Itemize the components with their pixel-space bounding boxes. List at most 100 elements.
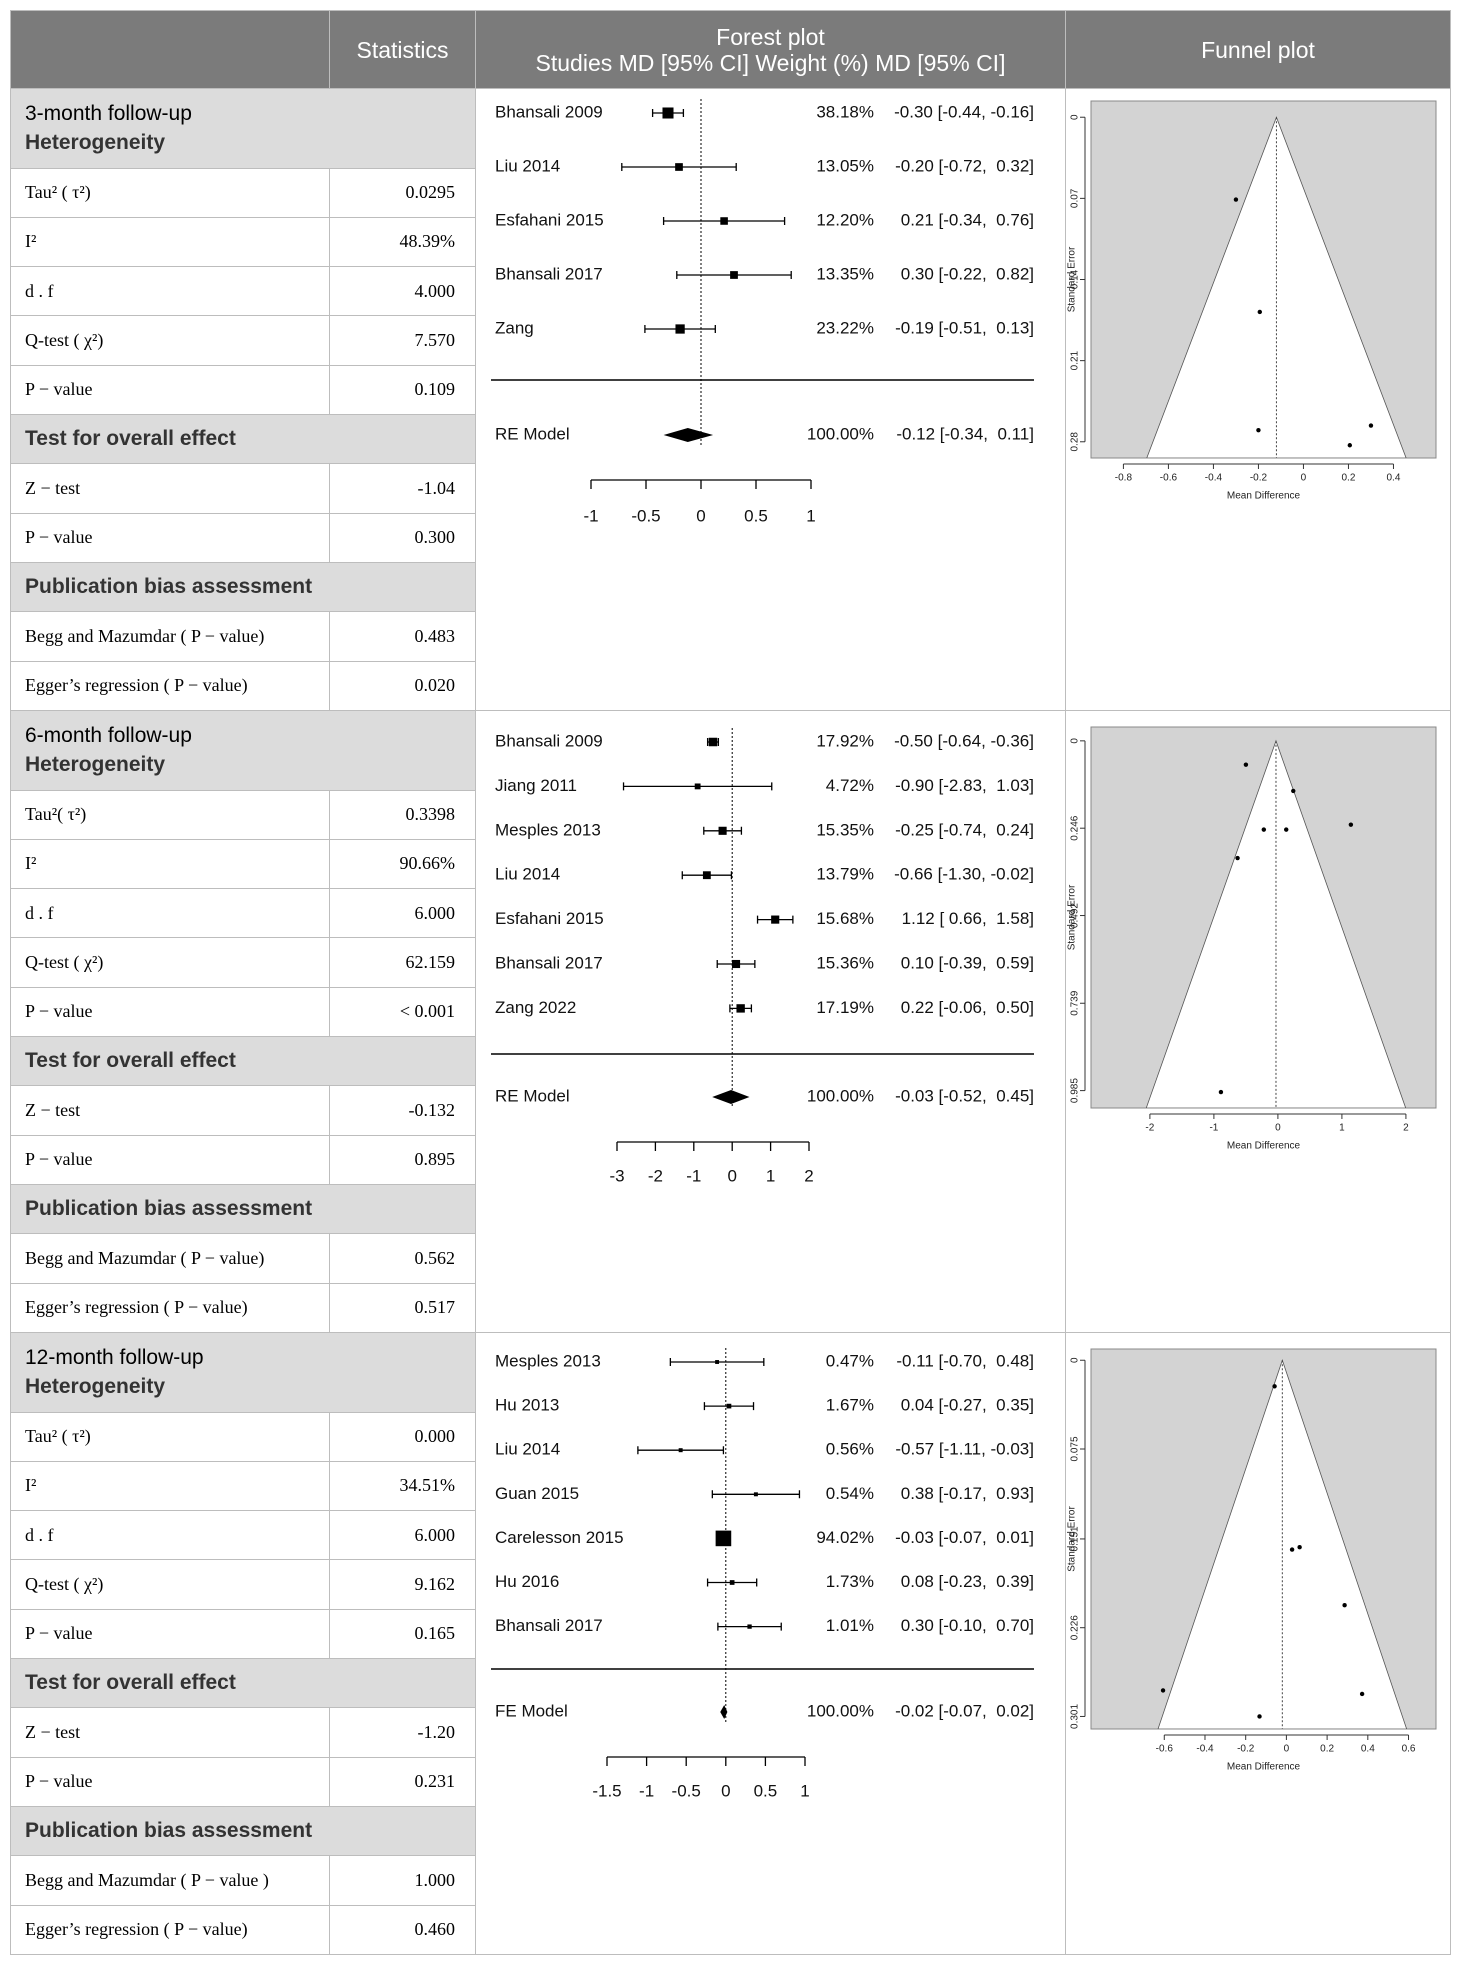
- stat-row: Q-test ( χ²) 7.570: [10, 315, 1451, 366]
- pooled-weight: 100.00%: [807, 424, 874, 443]
- study-estimate: -0.57 [-1.11, -0.03]: [895, 1440, 1034, 1459]
- funnel-x-tick-label: 0.4: [1361, 1744, 1375, 1755]
- stat-row: Test for overall effect: [10, 414, 1451, 465]
- study-name: Bhansali 2009: [495, 731, 603, 750]
- funnel-plot: -0.6 -0.4 -0.2 0 0.2 0.4 0.6 0 0.075 0.151 0.226 0.…: [1067, 1348, 1437, 1773]
- follow-up-title: 3-month follow-up: [25, 102, 192, 126]
- stat-label: Q-test ( χ²): [10, 315, 330, 366]
- study-weight: 0.47%: [826, 1351, 874, 1370]
- effect-square: [730, 271, 738, 279]
- stat-value: -0.132: [329, 1085, 476, 1136]
- study-name: Esfahani 2015: [495, 210, 604, 229]
- study-name: Bhansali 2017: [495, 1616, 603, 1635]
- effect-square: [726, 1403, 732, 1409]
- funnel-x-tick-label: 0.2: [1320, 1744, 1334, 1755]
- section-heading: Publication bias assessment: [10, 561, 476, 613]
- section-title: 6-month follow-up Heterogeneity: [10, 710, 476, 791]
- funnel-x-tick-label: 0: [1284, 1744, 1290, 1755]
- study-point: [1297, 1545, 1302, 1550]
- study-weight: 17.19%: [816, 998, 874, 1017]
- stat-value: 0.109: [329, 364, 476, 416]
- study-name: Carelesson 2015: [495, 1528, 624, 1547]
- study-weight: 13.79%: [816, 865, 874, 884]
- stat-row: Egger’s regression ( P − value) 0.517: [10, 1282, 1451, 1334]
- study-estimate: 0.10 [-0.39, 0.59]: [901, 953, 1034, 972]
- funnel-plot: -0.8 -0.6 -0.4 -0.2 0 0.2 0.4 0 0.07 0.14 0.21 0.28…: [1067, 100, 1437, 502]
- stat-row: d . f 6.000: [10, 888, 1451, 939]
- stat-row: Test for overall effect: [10, 1036, 1451, 1087]
- funnel-plot: -2 -1 0 1 2 0 0.246 0.492 0.739 0.985 Mean Differe…: [1067, 726, 1437, 1152]
- effect-square: [731, 959, 741, 969]
- funnel-x-tick-label: 0: [1275, 1123, 1281, 1134]
- effect-square: [720, 217, 728, 225]
- study-weight: 13.35%: [816, 264, 874, 283]
- study-point: [1342, 1603, 1347, 1608]
- study-point: [1368, 423, 1374, 428]
- stat-row: Tau² ( τ²) 0.000: [10, 1411, 1451, 1462]
- header-blank: [10, 10, 330, 89]
- funnel-y-tick-label: 0.151: [1070, 1526, 1081, 1551]
- stat-row: P − value 0.300: [10, 512, 1451, 564]
- stat-label: d . f: [10, 266, 330, 317]
- funnel-x-tick-label: 0: [1301, 473, 1307, 484]
- study-weight: 15.68%: [816, 909, 874, 928]
- effect-square: [702, 871, 711, 880]
- study-estimate: -0.90 [-2.83, 1.03]: [895, 776, 1034, 795]
- pooled-name: FE Model: [495, 1701, 568, 1720]
- study-point: [1347, 443, 1353, 448]
- study-point: [1257, 309, 1262, 315]
- study-point: [1218, 1089, 1224, 1095]
- section-title: 12-month follow-up Heterogeneity: [10, 1332, 476, 1413]
- stat-label: Tau² ( τ²): [10, 167, 330, 218]
- stat-label: I²: [10, 838, 330, 890]
- stat-value: 0.020: [329, 660, 476, 712]
- effect-square: [675, 324, 685, 334]
- funnel-y-tick-label: 0: [1070, 738, 1081, 744]
- x-tick-label: -3: [609, 1166, 624, 1185]
- study-weight: 1.01%: [826, 1616, 874, 1635]
- study-estimate: 0.21 [-0.34, 0.76]: [901, 210, 1034, 229]
- forest-cell: Bhansali 2009 17.92% -0.50 [-0.64, -0.36] J…: [475, 710, 1066, 1333]
- section-heading: Publication bias assessment: [10, 1805, 476, 1857]
- stat-value: 0.895: [329, 1134, 476, 1186]
- study-name: Guan 2015: [495, 1484, 579, 1503]
- forest-cell: Mesples 2013 0.47% -0.11 [-0.70, 0.48] Hu 2…: [475, 1332, 1066, 1955]
- stat-value: 0.000: [329, 1411, 476, 1462]
- forest-title: Forest plot: [716, 23, 825, 50]
- stat-label: P − value: [10, 512, 330, 564]
- funnel-y-tick-label: 0.075: [1070, 1436, 1081, 1461]
- effect-square: [675, 163, 683, 171]
- stat-label: Egger’s regression ( P − value): [10, 660, 330, 712]
- stat-value: -1.04: [329, 463, 476, 514]
- study-estimate: 1.12 [ 0.66, 1.58]: [902, 909, 1034, 928]
- x-tick-label: -2: [648, 1166, 663, 1185]
- funnel-y-tick-label: 0.492: [1070, 903, 1081, 928]
- stat-row: I² 48.39%: [10, 216, 1451, 268]
- x-tick-label: 1: [766, 1166, 775, 1185]
- study-name: Bhansali 2017: [495, 953, 603, 972]
- stat-label: d . f: [10, 1510, 330, 1561]
- stat-value: 0.562: [329, 1233, 476, 1284]
- results-table: Statistics Forest plot Studies MD [95% CI…: [10, 10, 1451, 1956]
- x-tick-label: 1: [806, 506, 815, 525]
- study-weight: 94.02%: [816, 1528, 874, 1547]
- funnel-y-tick-label: 0.28: [1070, 432, 1081, 452]
- funnel-cell: -2 -1 0 1 2 0 0.246 0.492 0.739 0.985 Mean Differe…: [1065, 710, 1451, 1333]
- section-heading: Test for overall effect: [10, 1036, 476, 1087]
- stat-label: Begg and Mazumdar ( P − value): [10, 611, 330, 662]
- study-estimate: -0.11 [-0.70, 0.48]: [896, 1351, 1034, 1370]
- funnel-y-tick-label: 0.07: [1070, 188, 1081, 208]
- effect-square: [715, 1530, 732, 1547]
- x-tick-label: 2: [804, 1166, 813, 1185]
- stat-value: 62.159: [329, 937, 476, 988]
- pooled-weight: 100.00%: [807, 1086, 874, 1105]
- stat-label: P − value: [10, 986, 330, 1038]
- subheading: Heterogeneity: [25, 1375, 166, 1399]
- funnel-x-tick-label: -0.4: [1205, 473, 1223, 484]
- study-estimate: -0.20 [-0.72, 0.32]: [895, 156, 1034, 175]
- study-point: [1359, 1691, 1365, 1697]
- funnel-y-tick-label: 0.14: [1070, 269, 1081, 289]
- funnel-x-tick-label: -0.6: [1160, 473, 1178, 484]
- stat-value: 0.460: [329, 1904, 476, 1956]
- funnel-x-tick-label: -0.6: [1156, 1744, 1174, 1755]
